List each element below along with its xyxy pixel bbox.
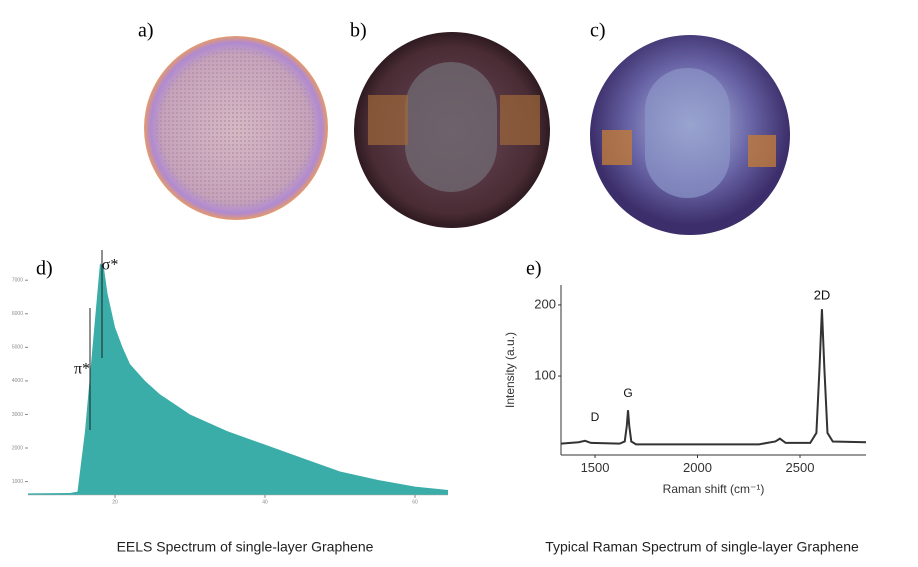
photo-a-mesh bbox=[156, 48, 316, 208]
panel-label: b) bbox=[350, 20, 367, 42]
spectrum-area bbox=[28, 263, 448, 495]
y-tick-label: 5000 bbox=[12, 345, 23, 351]
caption: Typical Raman Spectrum of single-layer G… bbox=[545, 539, 859, 555]
x-axis-label: Raman shift (cm⁻¹) bbox=[663, 482, 765, 496]
y-tick-label: 3000 bbox=[12, 412, 23, 418]
y-tick-label: 6000 bbox=[12, 311, 23, 317]
photo-b-pad bbox=[368, 95, 408, 145]
photo-b-pad bbox=[500, 95, 540, 145]
panel-label: c) bbox=[590, 20, 606, 42]
photo-c-pad bbox=[748, 135, 776, 167]
y-tick-label: 2000 bbox=[12, 445, 23, 451]
panel-label: e) bbox=[526, 258, 542, 280]
photo-b-film bbox=[405, 62, 497, 192]
y-tick-label: 7000 bbox=[12, 278, 23, 284]
x-tick-label: 2500 bbox=[786, 460, 815, 475]
spectrum-line bbox=[560, 309, 867, 446]
annotation: D bbox=[591, 410, 600, 424]
x-tick-label: 60 bbox=[412, 499, 418, 505]
x-tick-label: 40 bbox=[262, 499, 268, 505]
x-tick-label: 1500 bbox=[581, 460, 610, 475]
y-tick-label: 1000 bbox=[12, 479, 23, 485]
x-tick-label: 20 bbox=[112, 499, 118, 505]
photos bbox=[144, 32, 790, 235]
y-tick-label: 100 bbox=[534, 367, 556, 382]
annotation: G bbox=[623, 386, 632, 400]
panel-label: a) bbox=[138, 20, 154, 42]
caption: EELS Spectrum of single-layer Graphene bbox=[117, 539, 374, 555]
y-axis-label: Intensity (a.u.) bbox=[503, 332, 517, 408]
photo-c-film bbox=[645, 68, 730, 198]
y-tick-label: 4000 bbox=[12, 378, 23, 384]
x-tick-label: 2000 bbox=[683, 460, 712, 475]
annotation: σ* bbox=[102, 257, 119, 274]
panel-label: d) bbox=[36, 258, 53, 280]
photo-c-pad bbox=[602, 130, 632, 165]
annotation: π* bbox=[74, 361, 90, 378]
y-tick-label: 200 bbox=[534, 296, 556, 311]
annotation: 2D bbox=[814, 287, 831, 302]
